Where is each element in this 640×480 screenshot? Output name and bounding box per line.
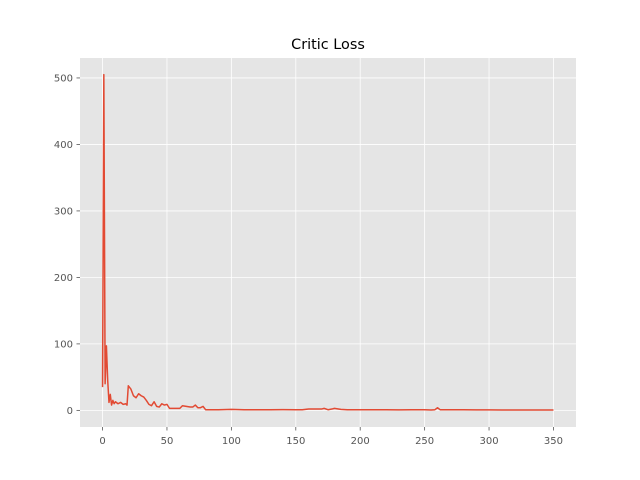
y-tick-label: 500 (54, 73, 73, 84)
y-tick-label: 300 (54, 206, 73, 217)
x-tick-label: 350 (544, 436, 563, 447)
y-tick-label: 400 (54, 140, 73, 151)
series-line (101, 73, 554, 411)
x-tick-label: 0 (99, 436, 105, 447)
x-gridlines (102, 58, 554, 427)
x-tick-label: 200 (351, 436, 370, 447)
chart-title: Critic Loss (291, 37, 365, 53)
x-tick-label: 250 (415, 436, 434, 447)
y-tick-label: 100 (54, 339, 73, 350)
y-tick-label: 200 (54, 273, 73, 284)
plot-area (80, 58, 576, 427)
x-tick-label: 100 (222, 436, 241, 447)
x-tick-label: 50 (161, 436, 174, 447)
x-axis: 0 50 100 150 200 250 300 350 (99, 427, 563, 447)
series-layer (101, 73, 554, 411)
x-tick-label: 150 (286, 436, 305, 447)
x-tick-label: 300 (479, 436, 498, 447)
y-tick-label: 0 (67, 406, 73, 417)
y-axis: 0 100 200 300 400 500 (54, 73, 80, 417)
